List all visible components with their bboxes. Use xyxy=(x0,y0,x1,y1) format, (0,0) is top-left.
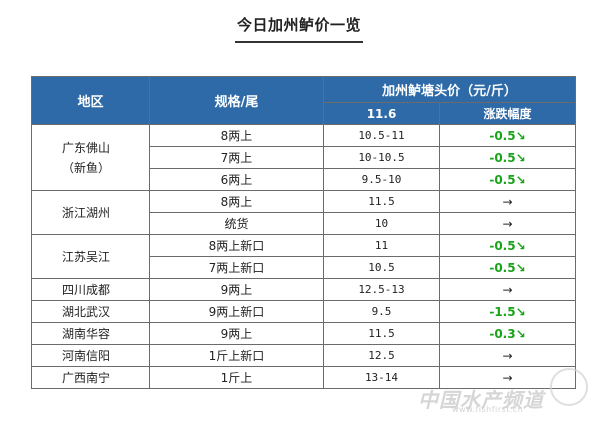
header-spec: 规格/尾 xyxy=(149,76,324,125)
spec-cell: 统货 xyxy=(149,212,324,235)
region-cell: 浙江湖州 xyxy=(31,190,150,235)
region-cell: 广西南宁 xyxy=(31,366,150,389)
price-cell: 11.5 xyxy=(323,190,440,213)
region-cell: 湖南华容 xyxy=(31,322,150,345)
header-price-group: 加州鲈塘头价（元/斤） xyxy=(323,76,576,103)
change-cell: → xyxy=(439,212,576,235)
spec-cell: 8两上新口 xyxy=(149,234,324,257)
table-row: 四川成都 9两上 12.5-13 → xyxy=(31,278,576,301)
spec-cell: 9两上 xyxy=(149,322,324,345)
change-cell: -0.5↘ xyxy=(439,168,576,191)
price-cell: 9.5-10 xyxy=(323,168,440,191)
spec-cell: 1斤上新口 xyxy=(149,344,324,367)
change-cell: -0.5↘ xyxy=(439,124,576,147)
spec-cell: 9两上新口 xyxy=(149,300,324,323)
title-container: 今日加州鲈价一览 xyxy=(0,14,598,43)
price-cell: 12.5 xyxy=(323,344,440,367)
header-region: 地区 xyxy=(31,76,150,125)
price-cell: 10 xyxy=(323,212,440,235)
region-cell: 湖北武汉 xyxy=(31,300,150,323)
price-cell: 10.5-11 xyxy=(323,124,440,147)
watermark-url: www.fishfirst.cn xyxy=(452,405,524,414)
table-row: 广东佛山 （新鱼） 8两上 10.5-11 -0.5↘ xyxy=(31,124,576,191)
change-cell: -0.3↘ xyxy=(439,322,576,345)
spec-cell: 9两上 xyxy=(149,278,324,301)
region-cell: 河南信阳 xyxy=(31,344,150,367)
watermark: 中国水产频道 xyxy=(418,388,544,412)
price-cell: 10.5 xyxy=(323,256,440,279)
change-cell: → xyxy=(439,278,576,301)
table-row: 广西南宁 1斤上 13-14 → xyxy=(31,366,576,389)
header-change: 涨跌幅度 xyxy=(439,102,576,125)
region-cell: 广东佛山 （新鱼） xyxy=(31,124,150,191)
price-table-body: 广东佛山 （新鱼） 8两上 10.5-11 -0.5↘ 7两上 10-10.5 -0.5↘ 6两… xyxy=(31,124,576,389)
table-row: 浙江湖州 8两上 11.5 → xyxy=(31,190,576,235)
spec-cell: 8两上 xyxy=(149,124,324,147)
watermark-logo-icon xyxy=(550,368,588,406)
change-cell: -0.5↘ xyxy=(439,256,576,279)
price-cell: 12.5-13 xyxy=(323,278,440,301)
price-cell: 10-10.5 xyxy=(323,146,440,169)
price-table: 地区 规格/尾 加州鲈塘头价（元/斤） 11.6 涨跌幅度 广东佛山 （新鱼） 8两… xyxy=(31,76,576,389)
price-cell: 13-14 xyxy=(323,366,440,389)
price-cell: 11 xyxy=(323,234,440,257)
region-cell: 四川成都 xyxy=(31,278,150,301)
spec-cell: 6两上 xyxy=(149,168,324,191)
spec-cell: 8两上 xyxy=(149,190,324,213)
change-cell: -1.5↘ xyxy=(439,300,576,323)
table-row: 湖北武汉 9两上新口 9.5 -1.5↘ xyxy=(31,300,576,323)
spec-cell: 1斤上 xyxy=(149,366,324,389)
region-cell: 江苏吴江 xyxy=(31,234,150,279)
page-title: 今日加州鲈价一览 xyxy=(234,14,363,43)
table-row: 河南信阳 1斤上新口 12.5 → xyxy=(31,344,576,367)
change-cell: → xyxy=(439,344,576,367)
spec-cell: 7两上 xyxy=(149,146,324,169)
table-row: 湖南华容 9两上 11.5 -0.3↘ xyxy=(31,322,576,345)
table-row: 6两上 9.5-10 -0.5↘ xyxy=(32,168,576,191)
price-cell: 11.5 xyxy=(323,322,440,345)
table-row: 江苏吴江 8两上新口 11 -0.5↘ xyxy=(31,234,576,279)
price-cell: 9.5 xyxy=(323,300,440,323)
table-row: 7两上新口 10.5 -0.5↘ xyxy=(32,256,576,279)
change-cell: → xyxy=(439,190,576,213)
spec-cell: 7两上新口 xyxy=(149,256,324,279)
change-cell: -0.5↘ xyxy=(439,146,576,169)
change-cell: -0.5↘ xyxy=(439,234,576,257)
header-date: 11.6 xyxy=(323,102,440,125)
